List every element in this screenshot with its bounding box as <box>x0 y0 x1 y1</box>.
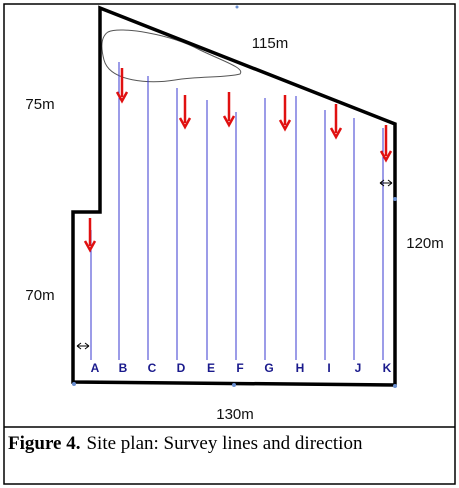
arrow-head <box>178 117 192 130</box>
arrow-head <box>379 150 393 163</box>
corner-points <box>72 5 397 388</box>
dimension-label: 130m <box>216 406 254 423</box>
arrow-head <box>329 127 343 140</box>
survey-line-label: G <box>264 361 273 375</box>
direction-arrows <box>83 68 393 253</box>
arrow-head <box>222 115 236 128</box>
survey-line-label: F <box>236 361 243 375</box>
dimension-label: 120m <box>406 235 444 252</box>
arrow-head <box>83 240 97 253</box>
survey-line-label: J <box>355 361 362 375</box>
site-boundary <box>71 5 397 387</box>
arrow-head <box>115 91 129 104</box>
arrow-head <box>278 119 292 132</box>
dimension-label: 70m <box>25 287 54 304</box>
dimension-label: 115m <box>252 35 288 52</box>
dimension-label: 75m <box>25 96 54 113</box>
survey-lines <box>90 62 384 360</box>
survey-line-label: E <box>207 361 215 375</box>
caption: Figure 4. Site plan: Survey lines and dir… <box>8 432 448 455</box>
pond <box>101 29 242 83</box>
spacing-markers <box>76 179 393 350</box>
survey-line-label: H <box>296 361 305 375</box>
caption-label: Figure 4. <box>8 433 81 454</box>
survey-line-label: C <box>148 361 157 375</box>
survey-line-label: B <box>119 361 128 375</box>
survey-line-label: K <box>383 361 392 375</box>
survey-line-label: A <box>91 361 100 375</box>
caption-text: Site plan: Survey lines and direction <box>86 433 363 454</box>
survey-line-label: D <box>177 361 186 375</box>
frame <box>3 3 456 485</box>
survey-line-label: I <box>327 361 330 375</box>
